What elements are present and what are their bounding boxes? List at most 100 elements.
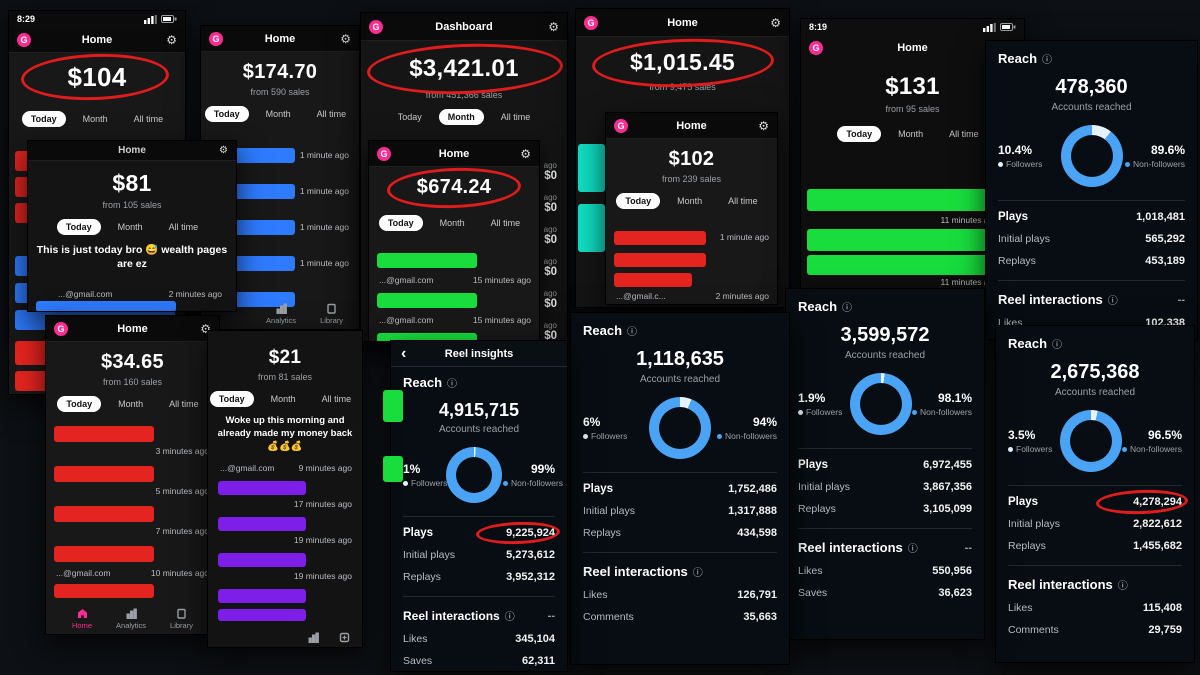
nav-library[interactable] — [339, 632, 350, 643]
empty-value: -- — [1177, 293, 1185, 306]
tab-today[interactable]: Today — [837, 126, 882, 142]
tab-today[interactable]: Today — [204, 106, 249, 122]
tab-month[interactable]: Month — [438, 109, 484, 125]
info-icon[interactable]: ⓘ — [1052, 340, 1063, 351]
followers-pct: 1% — [403, 462, 421, 476]
section-title-reach: Reach ⓘ — [403, 375, 555, 390]
tab-all-time[interactable]: All time — [321, 394, 352, 404]
info-icon[interactable]: ⓘ — [504, 612, 515, 623]
nav-analytics[interactable]: Analytics — [116, 608, 146, 630]
tab-month[interactable]: Month — [898, 129, 924, 139]
replays-value: 3,105,099 — [923, 503, 972, 515]
nav-library[interactable]: Library — [170, 608, 193, 630]
tab-all-time[interactable]: All time — [133, 114, 164, 124]
settings-gear-icon[interactable]: ⚙ — [758, 118, 769, 133]
tab-all-time[interactable]: All time — [169, 399, 199, 409]
metric-row-replays: Replays 453,189 — [998, 255, 1185, 267]
tab-today[interactable]: Today — [21, 111, 66, 127]
settings-gear-icon[interactable]: ⚙ — [548, 19, 559, 34]
tab-all-time[interactable]: All time — [316, 109, 347, 119]
followers-label: Followers — [583, 431, 643, 441]
earnings-amount: $104 — [67, 62, 127, 92]
metric-row-saves: Saves 62,311 — [403, 655, 555, 667]
tab-today[interactable]: Today — [57, 396, 102, 412]
tab-all-time[interactable]: All time — [949, 129, 979, 139]
tab-all-time[interactable]: All time — [500, 112, 531, 122]
reel-interactions-label: Reel interactions — [798, 540, 903, 555]
info-icon[interactable]: ⓘ — [447, 379, 458, 390]
redacted-row — [54, 584, 154, 598]
tab-month[interactable]: Month — [265, 109, 291, 119]
metric-row-initial-plays: Initial plays 2,822,612 — [1008, 518, 1182, 530]
row-timestamp: 5 minutes ago — [155, 486, 209, 496]
initial-plays-value: 565,292 — [1145, 233, 1185, 245]
nav-home[interactable]: Home — [72, 608, 92, 630]
time-filter-tabs: Today Month All time — [606, 193, 777, 209]
tab-month[interactable]: Month — [82, 114, 108, 124]
settings-gear-icon[interactable]: ⚙ — [520, 146, 531, 161]
reel-insights-panel: ‹ Reel insights Reach ⓘ 4,915,715 Accoun… — [390, 340, 568, 672]
metric-row-replays: Replays 434,598 — [583, 527, 777, 539]
settings-gear-icon[interactable]: ⚙ — [200, 321, 211, 336]
info-icon[interactable]: ⓘ — [907, 544, 918, 555]
status-icons — [144, 14, 177, 24]
tab-month[interactable]: Month — [117, 222, 143, 232]
tab-today[interactable]: Today — [209, 391, 254, 407]
section-title-reel-interactions: Reel interactions ⓘ -- — [998, 292, 1185, 307]
page-title: Home — [264, 32, 296, 45]
tab-today[interactable]: Today — [56, 219, 101, 235]
app-logo-icon: G — [809, 41, 823, 55]
sales-panel-34: G Home ⚙ $34.65 from 160 sales Today Mon… — [45, 315, 220, 635]
redacted-row — [377, 253, 477, 268]
tab-today[interactable]: Today — [397, 112, 422, 122]
replays-label: Replays — [798, 503, 836, 515]
info-icon[interactable]: ⓘ — [1117, 581, 1128, 592]
nav-analytics[interactable]: Analytics — [266, 303, 296, 325]
followers-stat: 3.5% Followers — [1008, 428, 1060, 454]
nav-library[interactable]: Library — [320, 303, 343, 325]
tab-all-time[interactable]: All time — [168, 222, 199, 232]
tab-all-time[interactable]: All time — [728, 196, 758, 206]
app-header: G Home ⚙ — [576, 9, 789, 37]
redacted-row — [36, 301, 176, 311]
tab-all-time[interactable]: All time — [490, 218, 521, 228]
metric-row-replays: Replays 3,952,312 — [403, 571, 555, 583]
tab-month[interactable]: Month — [439, 218, 465, 228]
saves-value: 62,311 — [521, 655, 555, 667]
row-timestamp: 1 minute ago — [299, 222, 349, 232]
metric-row-likes: Likes 115,408 — [1008, 602, 1182, 614]
signal-icon — [144, 14, 157, 24]
plays-value: 1,018,481 — [1136, 211, 1185, 223]
metric-row-initial-plays: Initial plays 1,317,888 — [583, 505, 777, 517]
row-amount: $0 — [544, 330, 557, 342]
redacted-row — [383, 390, 403, 422]
reach-label: Reach — [798, 299, 838, 314]
info-icon[interactable]: ⓘ — [692, 568, 703, 579]
info-icon[interactable]: ⓘ — [1042, 55, 1053, 66]
settings-gear-icon[interactable]: ⚙ — [340, 31, 351, 46]
divider — [583, 552, 777, 553]
tab-month[interactable]: Month — [270, 394, 296, 404]
tab-today[interactable]: Today — [378, 215, 423, 231]
redacted-row — [578, 144, 605, 192]
info-icon[interactable]: ⓘ — [1107, 296, 1118, 307]
tab-month[interactable]: Month — [677, 196, 703, 206]
metric-row-comments: Comments 29,759 — [1008, 624, 1182, 636]
settings-gear-icon[interactable]: ⚙ — [219, 144, 228, 156]
tab-month[interactable]: Month — [118, 399, 144, 409]
settings-gear-icon[interactable]: ⚙ — [770, 15, 781, 30]
back-icon[interactable]: ‹ — [401, 344, 407, 362]
info-icon[interactable]: ⓘ — [842, 303, 853, 314]
nav-analytics[interactable] — [308, 632, 319, 643]
sales-panel-102: G Home ⚙ $102 from 239 sales Today Month… — [605, 112, 778, 305]
divider — [998, 200, 1185, 201]
sales-panel-81: Home ⚙ $81 from 105 sales Today Month Al… — [27, 140, 237, 312]
time-filter-tabs: Today Month All time — [208, 391, 362, 407]
tab-today[interactable]: Today — [616, 193, 661, 209]
followers-pct: 3.5% — [1008, 428, 1036, 442]
row-amount: $0 — [544, 298, 557, 310]
row-timestamp: 1 minute ago — [299, 258, 349, 268]
settings-gear-icon[interactable]: ⚙ — [166, 32, 177, 47]
info-icon[interactable]: ⓘ — [627, 327, 638, 338]
non-followers-stat: 96.5% Non-followers — [1122, 428, 1182, 454]
